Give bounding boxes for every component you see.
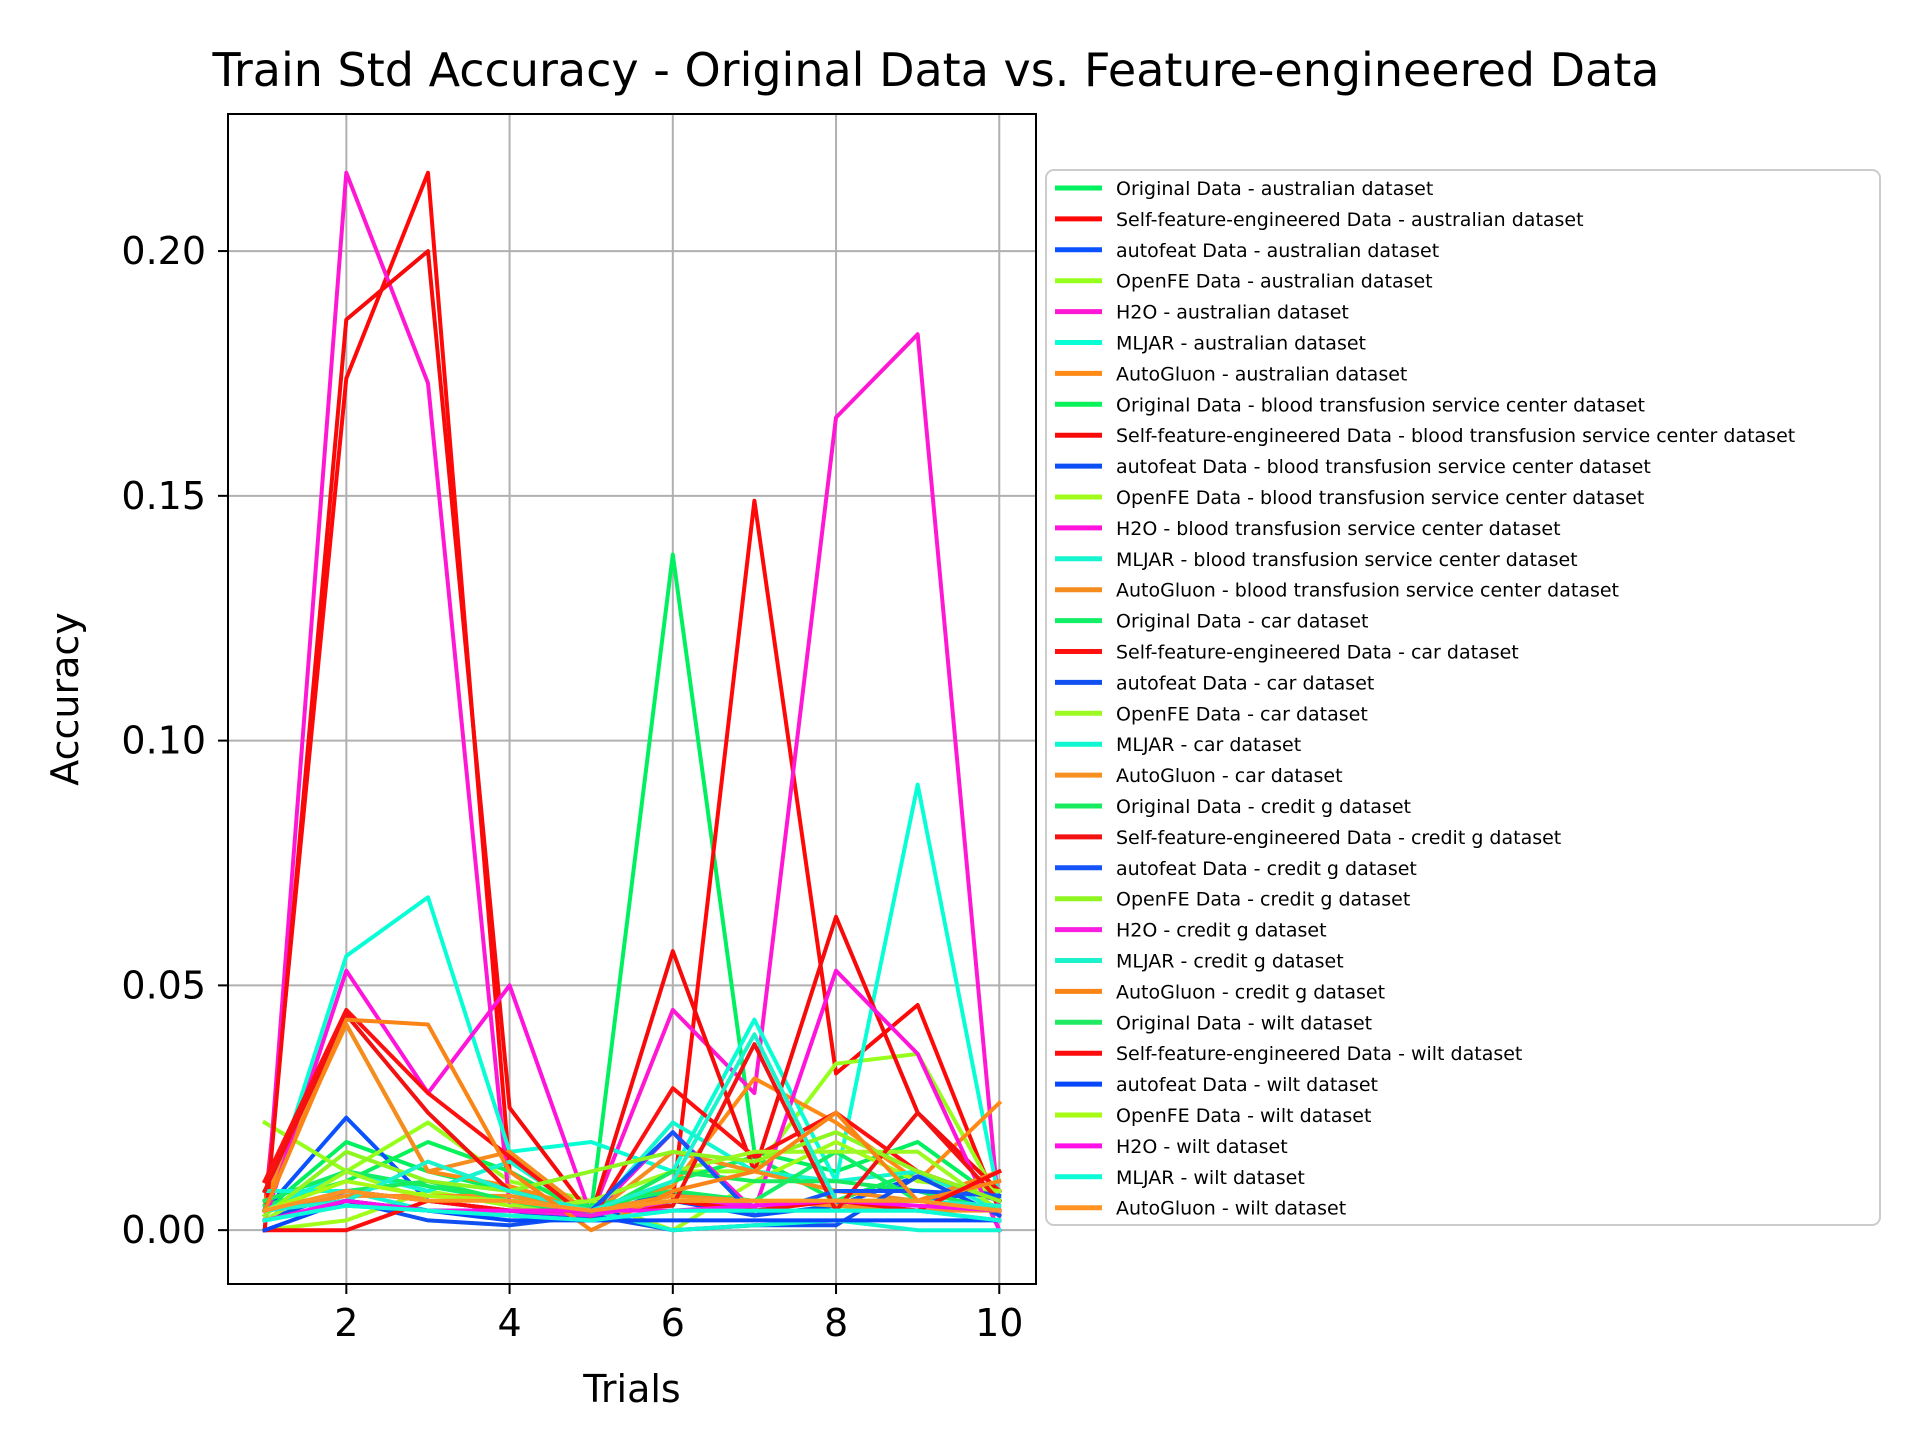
y-axis-label: Accuracy <box>43 612 87 786</box>
legend-label: H2O - australian dataset <box>1116 302 1349 324</box>
series-line <box>262 1189 1002 1214</box>
legend-label: AutoGluon - credit g dataset <box>1116 981 1385 1003</box>
legend-label: H2O - credit g dataset <box>1116 920 1327 942</box>
x-axis-ticks: 2 4 6 8 10 <box>334 1284 1023 1345</box>
y-tick-label: 0.05 <box>121 963 206 1007</box>
legend-label: MLJAR - blood transfusion service center… <box>1116 549 1578 571</box>
legend-entries: Original Data - australian dataset Self-f… <box>1055 178 1795 1220</box>
legend-label: H2O - wilt dataset <box>1116 1136 1288 1158</box>
series-line <box>262 1198 1002 1223</box>
legend-label: Self-feature-engineered Data - blood tra… <box>1116 425 1795 447</box>
legend-label: AutoGluon - australian dataset <box>1116 363 1407 385</box>
legend-label: Original Data - credit g dataset <box>1116 796 1411 818</box>
legend-label: autofeat Data - credit g dataset <box>1116 858 1417 880</box>
legend-label: OpenFE Data - car dataset <box>1116 703 1368 725</box>
x-tick-label: 8 <box>824 1301 848 1345</box>
legend-label: Original Data - wilt dataset <box>1116 1012 1372 1034</box>
legend-label: autofeat Data - australian dataset <box>1116 240 1439 262</box>
y-tick-label: 0.00 <box>121 1208 206 1252</box>
legend-label: Original Data - australian dataset <box>1116 178 1433 200</box>
x-tick-label: 4 <box>497 1301 521 1345</box>
legend-label: AutoGluon - blood transfusion service ce… <box>1116 580 1619 602</box>
series-line <box>261 1130 1002 1219</box>
legend-label: OpenFE Data - australian dataset <box>1116 271 1433 293</box>
grid-lines <box>228 114 1036 1284</box>
legend-label: Self-feature-engineered Data - car datas… <box>1116 642 1519 664</box>
y-tick-label: 0.10 <box>121 719 206 763</box>
legend-label: Original Data - blood transfusion servic… <box>1116 394 1645 416</box>
series-line <box>262 1022 1002 1218</box>
legend-label: autofeat Data - blood transfusion servic… <box>1116 456 1651 478</box>
legend-label: AutoGluon - car dataset <box>1116 765 1343 787</box>
chart-title: Train Std Accuracy - Original Data vs. F… <box>212 43 1660 97</box>
series-line <box>262 1149 1002 1213</box>
y-tick-label: 0.20 <box>121 229 206 273</box>
legend-label: AutoGluon - wilt dataset <box>1116 1198 1346 1220</box>
x-axis-label: Trials <box>582 1367 680 1411</box>
legend-box <box>1045 169 1881 1226</box>
legend-label: MLJAR - australian dataset <box>1116 333 1366 355</box>
series-line <box>262 1169 1002 1218</box>
series-line <box>262 1203 1002 1223</box>
legend: Original Data - australian dataset Self-f… <box>1045 169 1881 1226</box>
legend-label: OpenFE Data - credit g dataset <box>1116 889 1410 911</box>
legend-label: MLJAR - wilt dataset <box>1116 1167 1305 1189</box>
legend-label: Self-feature-engineered Data - credit g … <box>1116 827 1561 849</box>
x-tick-label: 2 <box>334 1301 358 1345</box>
legend-label: Original Data - car dataset <box>1116 611 1368 633</box>
y-tick-label: 0.15 <box>121 474 206 518</box>
legend-label: MLJAR - credit g dataset <box>1116 951 1344 973</box>
legend-label: OpenFE Data - blood transfusion service … <box>1116 487 1644 509</box>
legend-label: Self-feature-engineered Data - wilt data… <box>1116 1043 1522 1065</box>
x-tick-label: 10 <box>975 1301 1023 1345</box>
legend-label: autofeat Data - wilt dataset <box>1116 1074 1378 1096</box>
y-axis-ticks: 0.00 0.05 0.10 0.15 0.20 <box>121 229 228 1252</box>
legend-label: Self-feature-engineered Data - australia… <box>1116 209 1584 231</box>
plot-frame <box>227 113 1037 1285</box>
legend-label: autofeat Data - car dataset <box>1116 672 1374 694</box>
legend-label: MLJAR - car dataset <box>1116 734 1301 756</box>
legend-label: H2O - blood transfusion service center d… <box>1116 518 1561 540</box>
series-lines <box>261 170 1003 1233</box>
legend-label: OpenFE Data - wilt dataset <box>1116 1105 1371 1127</box>
x-tick-label: 6 <box>661 1301 685 1345</box>
series-line <box>262 1007 1002 1223</box>
series-line <box>262 170 1002 1233</box>
